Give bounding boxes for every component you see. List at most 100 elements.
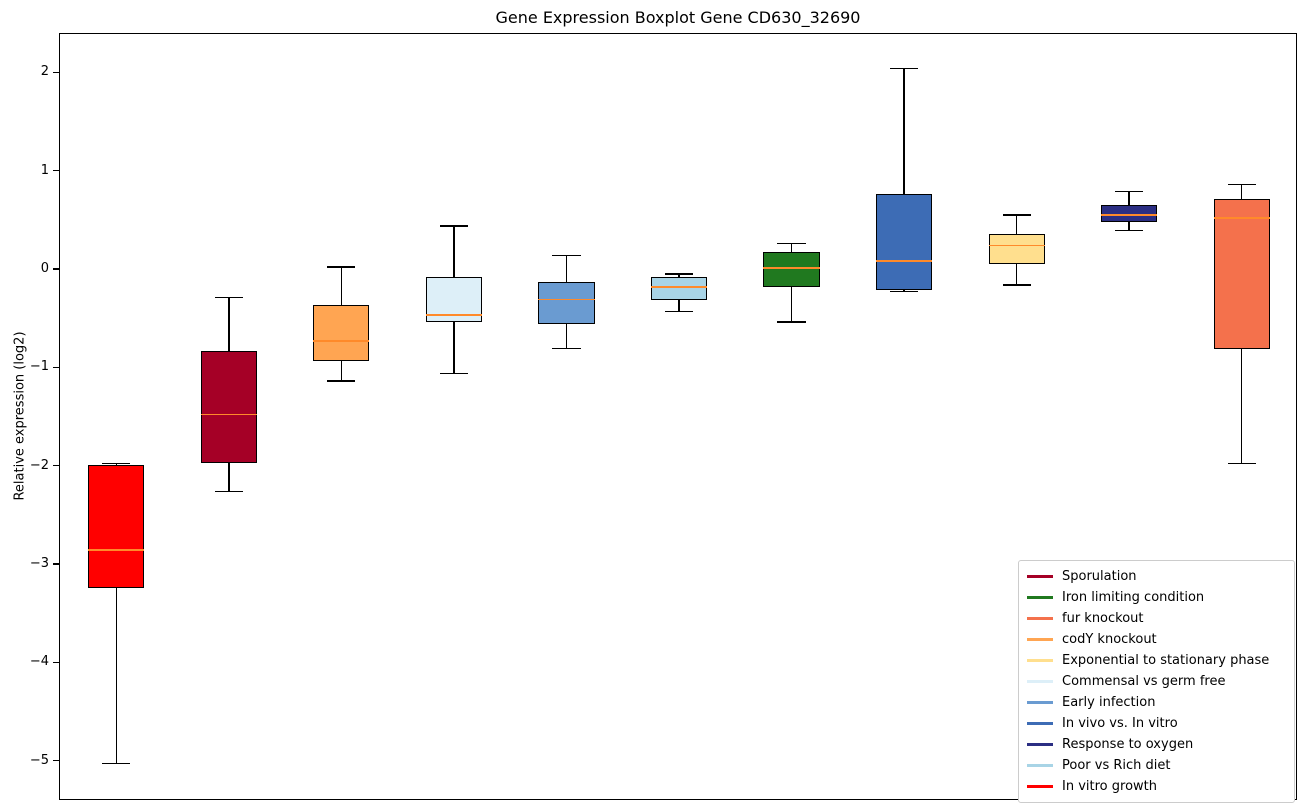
whisker-cap-lower	[1227, 462, 1256, 465]
chart-title: Gene Expression Boxplot Gene CD630_32690	[495, 8, 861, 27]
legend-label: Poor vs Rich diet	[1062, 758, 1171, 773]
legend-swatch	[1027, 575, 1053, 578]
median-line	[200, 413, 257, 416]
box-response-to-oxygen	[1101, 205, 1158, 222]
y-tick-mark	[53, 71, 59, 73]
legend-swatch	[1027, 617, 1053, 620]
legend-entry-exponential-to-stationary-phase: Exponential to stationary phase	[1027, 650, 1286, 671]
legend-entry-iron-limiting-condition: Iron limiting condition	[1027, 587, 1286, 608]
legend-label: Early infection	[1062, 695, 1156, 710]
legend-label: In vitro growth	[1062, 779, 1157, 794]
legend-entry-in-vitro-growth: In vitro growth	[1027, 776, 1286, 797]
whisker-line	[115, 463, 118, 764]
whisker-cap-upper	[1002, 214, 1031, 216]
median-line	[875, 260, 933, 263]
whisker-cap-upper	[1115, 190, 1144, 193]
whisker-cap-lower	[1115, 229, 1144, 232]
legend-swatch	[1027, 659, 1053, 662]
box-fur-knockout	[1213, 199, 1270, 349]
median-line	[538, 298, 595, 301]
legend-swatch	[1027, 743, 1053, 746]
median-line	[1213, 216, 1270, 219]
plot-area	[59, 33, 1297, 800]
legend-swatch	[1027, 785, 1053, 788]
whisker-cap-upper	[214, 296, 243, 299]
box-in-vivo-vs-in-vitro	[875, 194, 933, 290]
box-early-infection	[538, 281, 595, 325]
legend-entry-in-vivo-vs-in-vitro: In vivo vs. In vitro	[1027, 713, 1286, 734]
y-tick-label: −4	[29, 654, 49, 670]
whisker-cap-lower	[102, 762, 131, 765]
whisker-cap-upper	[777, 242, 806, 245]
whisker-cap-upper	[102, 462, 131, 465]
whisker-cap-upper	[439, 225, 468, 227]
y-tick-label: −1	[29, 359, 49, 375]
y-tick-label: −3	[29, 556, 49, 571]
legend-label: fur knockout	[1062, 611, 1144, 626]
y-tick-mark	[53, 366, 59, 368]
y-tick-label: 1	[40, 162, 49, 178]
whisker-cap-upper	[664, 273, 694, 275]
legend-entry-fur-knockout: fur knockout	[1027, 608, 1286, 629]
y-tick-mark	[53, 268, 59, 270]
legend-label: Sporulation	[1062, 569, 1137, 584]
whisker-cap-lower	[214, 490, 243, 492]
legend-swatch	[1027, 596, 1053, 599]
box-cody-knockout	[313, 305, 370, 362]
legend-entry-sporulation: Sporulation	[1027, 566, 1286, 587]
y-tick-mark	[53, 170, 59, 172]
whisker-cap-lower	[327, 380, 356, 382]
median-line	[988, 244, 1045, 247]
whisker-cap-lower	[777, 321, 806, 323]
y-tick-label: −2	[29, 457, 49, 473]
box-exponential-to-stationary-phase	[988, 233, 1045, 265]
box-poor-vs-rich-diet	[650, 276, 708, 301]
box-sporulation	[200, 350, 257, 463]
median-line	[88, 549, 145, 552]
legend-swatch	[1027, 680, 1053, 683]
legend-entry-early-infection: Early infection	[1027, 692, 1286, 713]
legend-entry-commensal-vs-germ-free: Commensal vs germ free	[1027, 671, 1286, 692]
whisker-cap-lower	[890, 290, 919, 293]
y-tick-mark	[53, 563, 59, 565]
legend-swatch	[1027, 722, 1053, 725]
median-line	[425, 314, 483, 317]
y-tick-label: −5	[29, 752, 49, 768]
whisker-cap-upper	[890, 67, 919, 70]
box-iron-limiting-condition	[763, 252, 820, 287]
whisker-cap-lower	[552, 347, 581, 350]
legend-entry-cody-knockout: codY knockout	[1027, 629, 1286, 650]
whisker-cap-lower	[1002, 284, 1031, 286]
whisker-cap-lower	[664, 310, 694, 313]
y-axis-label: Relative expression (log2)	[12, 331, 28, 501]
median-line	[313, 339, 370, 342]
whisker-cap-upper	[327, 266, 356, 268]
y-tick-mark	[53, 661, 59, 663]
y-tick-mark	[53, 760, 59, 762]
y-tick-label: 0	[40, 261, 49, 276]
median-line	[763, 267, 820, 269]
legend-label: In vivo vs. In vitro	[1062, 716, 1178, 731]
legend-label: Response to oxygen	[1062, 737, 1194, 752]
legend-label: Iron limiting condition	[1062, 590, 1205, 605]
whisker-cap-upper	[552, 254, 581, 256]
median-line	[1101, 214, 1158, 216]
median-line	[650, 285, 708, 288]
box-in-vitro-growth	[88, 464, 145, 588]
legend-label: Exponential to stationary phase	[1062, 653, 1270, 668]
legend-swatch	[1027, 638, 1053, 641]
legend-entry-response-to-oxygen: Response to oxygen	[1027, 734, 1286, 755]
legend-label: codY knockout	[1062, 632, 1157, 647]
whisker-cap-upper	[1227, 183, 1256, 186]
legend-entries: Sporulation Iron limiting condition fur kn…	[1027, 566, 1286, 797]
whisker-cap-lower	[439, 372, 468, 374]
legend: Sporulation Iron limiting condition fur kn…	[1018, 560, 1295, 803]
legend-swatch	[1027, 764, 1053, 767]
y-tick-mark	[53, 465, 59, 467]
legend-swatch	[1027, 701, 1053, 704]
legend-label: Commensal vs germ free	[1062, 674, 1226, 689]
whisker-line	[903, 68, 905, 292]
y-tick-label: 2	[40, 64, 49, 80]
legend-entry-poor-vs-rich-diet: Poor vs Rich diet	[1027, 755, 1286, 776]
